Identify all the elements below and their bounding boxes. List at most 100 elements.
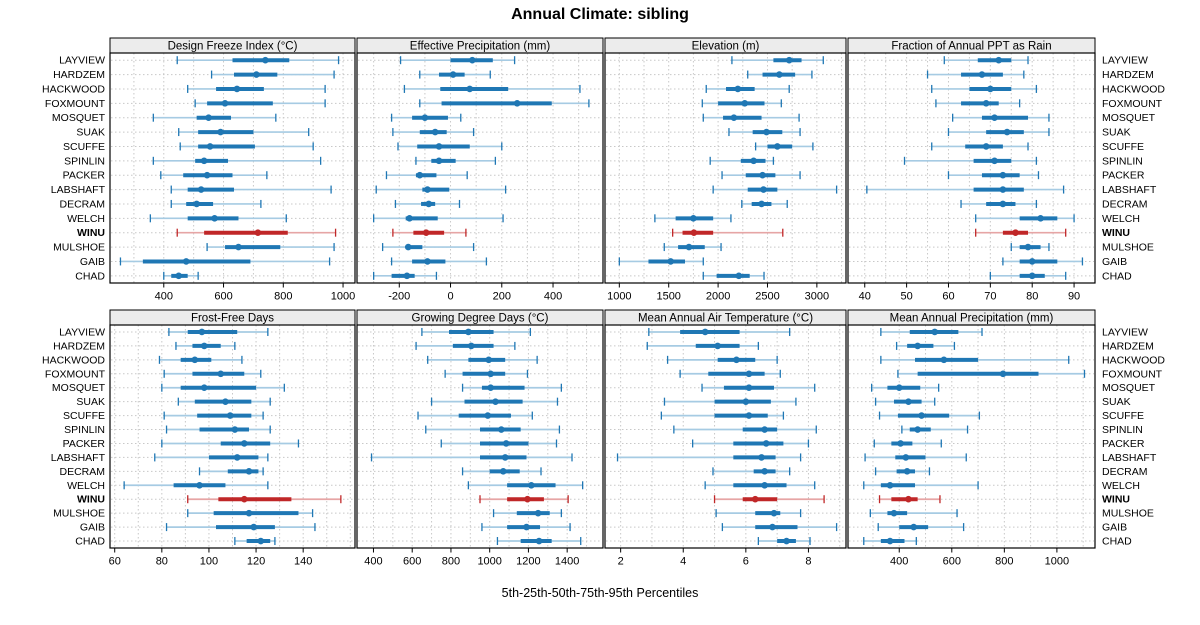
median-dot (734, 85, 742, 93)
axis-tick-label: 600 (403, 556, 421, 568)
panel-bg (605, 325, 846, 548)
station-label-left: SCUFFE (63, 141, 105, 153)
panel-border (847, 324, 1096, 549)
median-dot (193, 200, 200, 208)
median-dot (221, 100, 229, 107)
median-dot (940, 356, 948, 364)
median-dot (524, 495, 531, 503)
station-label-right: SPINLIN (1102, 424, 1143, 436)
median-dot (198, 328, 206, 336)
axis-tick-label: -200 (388, 291, 410, 303)
panel: Growing Degree Days (°C) 400 600 800 1000 120… (356, 309, 604, 568)
median-dot (431, 128, 439, 136)
station-label-right: HACKWOOD (1102, 83, 1165, 95)
station-label-left: LAYVIEW (59, 326, 105, 338)
median-dot (999, 186, 1007, 193)
station-label-right: WELCH (1102, 480, 1140, 492)
median-dot (1028, 272, 1036, 280)
station-label-right: HARDZEM (1102, 340, 1154, 352)
median-dot (759, 171, 766, 179)
median-dot (886, 481, 894, 489)
median-dot (528, 481, 535, 489)
station-label-right: PACKER (1102, 438, 1145, 450)
median-dot (914, 342, 921, 350)
median-dot (484, 412, 492, 419)
median-dot (733, 356, 740, 364)
percentiles-caption: 5th-25th-50th-75th-95th Percentiles (501, 586, 699, 600)
median-dot (776, 71, 783, 78)
median-dot (217, 370, 225, 378)
axis-tick-label: 2500 (755, 291, 779, 303)
median-dot (783, 537, 790, 545)
median-dot (761, 481, 768, 489)
median-dot (250, 523, 258, 531)
median-dot (750, 157, 757, 165)
axis-tick-label: 3000 (805, 291, 829, 303)
axis-tick-label: 80 (1026, 291, 1038, 303)
median-dot (758, 200, 765, 208)
median-dot (761, 426, 768, 433)
median-dot (905, 398, 912, 405)
station-label-right: MOSQUET (1102, 382, 1156, 394)
station-label-left: PACKER (63, 438, 106, 450)
median-dot (931, 328, 939, 336)
panel-border (109, 52, 356, 284)
median-dot (714, 342, 721, 350)
median-dot (770, 509, 778, 517)
panel-strip-title: Design Freeze Index (°C) (168, 41, 298, 53)
median-dot (499, 468, 507, 475)
panel-border (356, 324, 604, 549)
median-dot (406, 215, 413, 222)
station-label-left: WELCH (67, 480, 105, 492)
median-dot (978, 71, 986, 78)
median-dot (741, 100, 749, 107)
median-dot (667, 258, 674, 265)
median-dot (501, 454, 509, 461)
panel-bg (848, 325, 1095, 548)
axis-tick-label: 6 (743, 556, 749, 568)
axis-tick-label: 50 (900, 291, 912, 303)
station-label-right: MULSHOE (1102, 242, 1154, 254)
panel-border (604, 324, 847, 549)
median-dot (467, 342, 475, 350)
axis-tick-label: 70 (984, 291, 996, 303)
station-label-right: MULSHOE (1102, 508, 1154, 520)
axis-tick-label: 90 (1068, 291, 1080, 303)
median-dot (751, 495, 759, 503)
panel-border (604, 52, 847, 284)
station-label-right: MOSQUET (1102, 112, 1156, 124)
station-label-left: HACKWOOD (42, 354, 105, 366)
axis-tick-label: 8 (805, 556, 811, 568)
median-dot (886, 537, 894, 545)
station-label-right: DECRAM (1102, 466, 1148, 478)
median-dot (890, 509, 898, 517)
station-label-right: HACKWOOD (1102, 354, 1165, 366)
station-label-left: SUAK (76, 127, 105, 139)
median-dot (785, 56, 793, 64)
axis-tick-label: 400 (544, 291, 562, 303)
median-dot (1024, 243, 1032, 251)
axis-tick-label: 600 (943, 556, 961, 568)
station-label-right: LABSHAFT (1102, 452, 1157, 464)
station-label-left: SUAK (76, 396, 105, 408)
median-dot (895, 384, 903, 392)
station-label-right: WINU (1102, 494, 1130, 506)
station-label-right: SUAK (1102, 127, 1131, 139)
median-dot (690, 229, 698, 236)
median-dot (233, 85, 241, 93)
station-label-right: CHAD (1102, 270, 1132, 282)
station-label-left: HARDZEM (53, 340, 105, 352)
median-dot (774, 143, 781, 150)
axis-tick-label: 1000 (607, 291, 631, 303)
station-label-right: CHAD (1102, 536, 1132, 548)
median-dot (416, 171, 424, 179)
median-dot (758, 454, 765, 461)
axis-tick-label: 60 (109, 556, 121, 568)
station-label-right: SCUFFE (1102, 410, 1144, 422)
axis-tick-label: 0 (447, 291, 453, 303)
median-dot (745, 370, 753, 378)
median-dot (233, 454, 241, 461)
axis-tick-label: 2000 (706, 291, 730, 303)
median-dot (469, 56, 476, 64)
